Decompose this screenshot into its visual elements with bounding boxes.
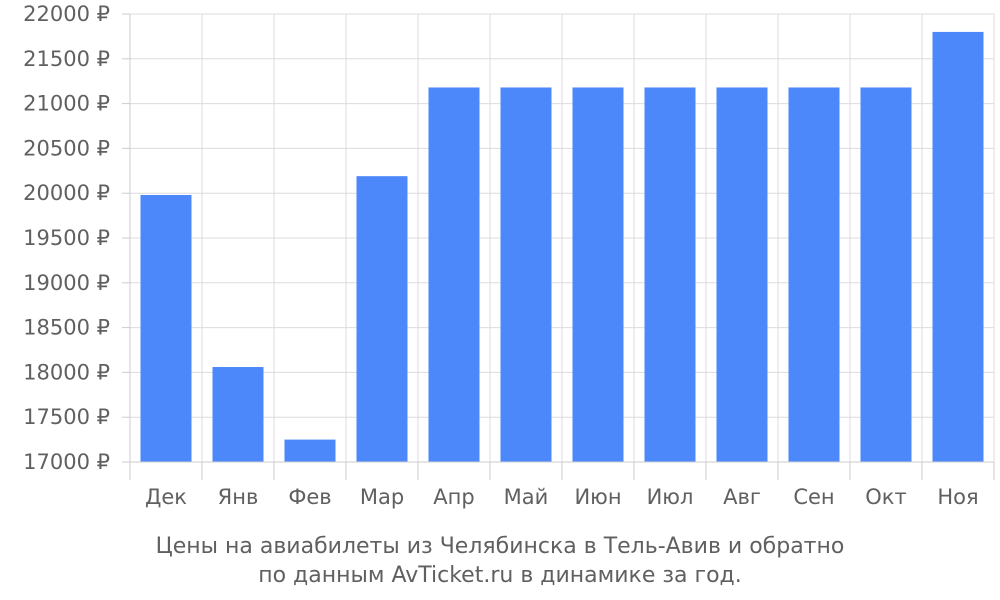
bar-10 [788,87,840,463]
chart-caption-line-1: Цены на авиабилеты из Челябинска в Тель-… [155,534,845,559]
axes [122,13,995,480]
x-tick-label: Фев [288,485,331,509]
bar-5 [428,87,480,463]
y-tick-label: 19000 ₽ [23,271,110,295]
x-tick-label: Апр [433,485,474,509]
x-tick-label: Янв [218,485,259,509]
bar-6 [500,87,552,463]
bar-1 [140,194,192,462]
y-tick-label: 17000 ₽ [23,450,110,474]
x-tick-label: Ноя [937,485,978,509]
bar-9 [716,87,768,463]
y-tick-label: 21500 ₽ [23,47,110,71]
y-tick-label: 19500 ₽ [23,226,110,250]
bar-7 [572,87,624,463]
bar-8 [644,87,696,463]
bar-12 [932,31,984,462]
y-tick-label: 18500 ₽ [23,316,110,340]
x-tick-label: Окт [865,485,906,509]
x-tick-label: Май [504,485,549,509]
x-tick-label: Авг [723,485,761,509]
bar-2 [212,367,264,462]
y-tick-label: 20500 ₽ [23,136,110,160]
y-tick-label: 22000 ₽ [23,2,110,26]
x-axis-ticks: Дек Янв Фев Мар Апр Май Июн Июл Авг Сен Окт Ноя [145,485,979,509]
x-tick-label: Сен [793,485,834,509]
y-tick-label: 21000 ₽ [23,92,110,116]
y-tick-label: 20000 ₽ [23,181,110,205]
y-tick-label: 18000 ₽ [23,360,110,384]
bars [140,31,984,463]
x-tick-label: Июл [647,485,694,509]
x-tick-label: Мар [360,485,404,509]
bar-11 [860,87,912,463]
y-axis-ticks: 17000 ₽ 17500 ₽ 18000 ₽ 18500 ₽ 19000 ₽ 19500… [23,2,110,474]
y-tick-label: 17500 ₽ [23,405,110,429]
bar-4 [356,176,408,462]
x-tick-label: Дек [145,485,187,509]
chart-caption-line-2: по данным AvTicket.ru в динамике за год. [258,563,742,588]
x-tick-label: Июн [574,485,621,509]
bar-3 [284,439,336,462]
